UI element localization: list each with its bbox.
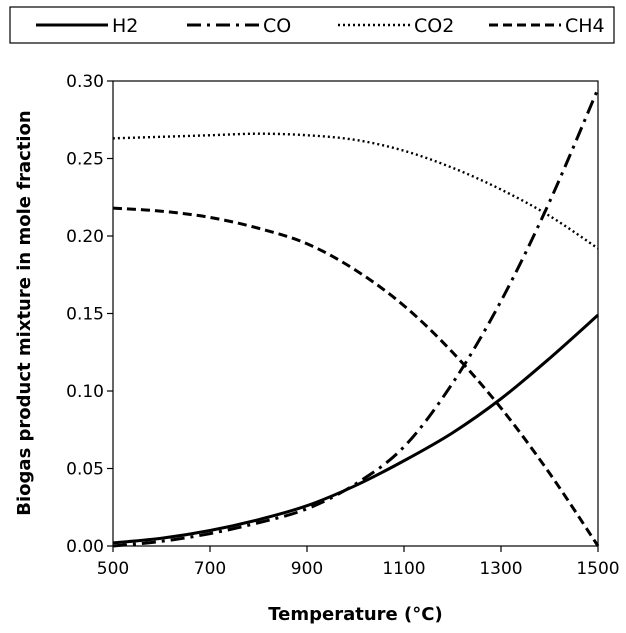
legend-frame bbox=[9, 6, 615, 44]
axis-ticks: 500 700 900 1100 1300 1500 0.00 0.05 0.10 0.15 0.2… bbox=[66, 72, 619, 579]
y-tick-label: 0.20 bbox=[66, 227, 104, 247]
series-line-co2 bbox=[112, 132, 599, 250]
y-tick-label: 0.00 bbox=[66, 537, 104, 557]
x-axis-title: Temperature (°C) bbox=[268, 604, 442, 625]
legend-label-h2: H2 bbox=[112, 15, 138, 37]
y-tick-label: 0.25 bbox=[66, 150, 104, 170]
legend-label-co2: CO2 bbox=[414, 15, 454, 37]
legend-label-ch4: CH4 bbox=[565, 15, 605, 37]
y-tick-label: 0.05 bbox=[66, 460, 104, 480]
x-tick-label: 1500 bbox=[576, 559, 619, 579]
series-line-ch4 bbox=[112, 206, 600, 547]
y-axis-title: Biogas product mixture in mole fraction bbox=[14, 110, 35, 515]
x-tick-label: 1300 bbox=[479, 559, 522, 579]
series-layer bbox=[112, 88, 600, 548]
plot-area-frame bbox=[112, 80, 599, 547]
y-tick-label: 0.30 bbox=[66, 72, 104, 92]
y-tick-label: 0.10 bbox=[66, 382, 104, 402]
x-tick-label: 500 bbox=[97, 559, 129, 579]
legend: H2 CO CO2 CH4 bbox=[9, 6, 615, 44]
series-line-h2 bbox=[112, 313, 600, 545]
legend-label-co: CO bbox=[263, 15, 291, 37]
x-tick-label: 900 bbox=[291, 559, 323, 579]
series-line-co bbox=[112, 88, 600, 548]
y-tick-label: 0.15 bbox=[66, 305, 104, 325]
x-tick-label: 1100 bbox=[382, 559, 425, 579]
x-tick-label: 700 bbox=[194, 559, 226, 579]
